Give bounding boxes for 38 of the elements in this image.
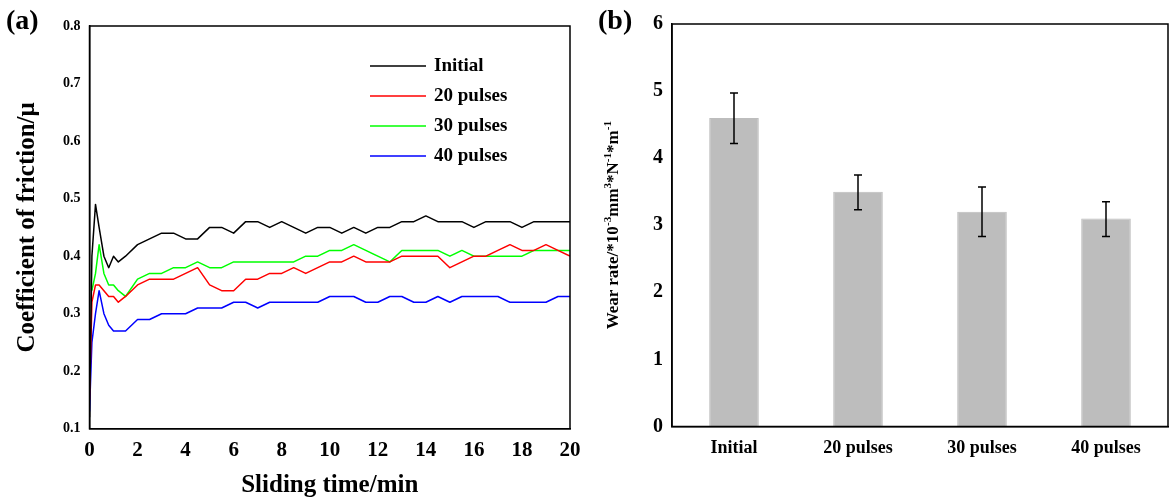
y-axis-title: Wear rate/*10-3mm3*N-1*m-1: [600, 121, 623, 330]
y-tick-label: 2: [653, 279, 663, 302]
y-tick-label: 1: [653, 346, 663, 369]
legend-label: Initial: [434, 53, 484, 75]
x-tick-label: 14: [415, 436, 437, 461]
x-tick-label: 12: [367, 436, 389, 461]
y-tick-label: 6: [653, 11, 663, 34]
x-tick-label: 10: [319, 436, 341, 461]
chart-title: (b): [598, 4, 633, 36]
y-tick-label: 0.6: [63, 132, 81, 148]
x-tick-label: 40 pulses: [1071, 436, 1141, 457]
y-tick-label: 0.7: [63, 75, 81, 91]
x-tick-label: Initial: [710, 436, 758, 457]
y-tick-label: 0.1: [63, 420, 81, 436]
y-tick-label: 4: [653, 145, 663, 168]
y-tick-label: 0.5: [63, 190, 81, 206]
x-tick-label: 18: [511, 436, 533, 461]
x-axis-title: Sliding time/min: [241, 470, 419, 498]
x-tick-label: 6: [228, 436, 239, 461]
x-tick-label: 2: [132, 436, 143, 461]
chart-title: (a): [6, 4, 39, 36]
y-tick-label: 0: [653, 413, 663, 436]
y-tick-label: 0.2: [63, 362, 81, 378]
y-tick-label: 0.4: [63, 247, 81, 263]
y-tick-label: 0.3: [63, 305, 81, 321]
x-tick-label: 4: [180, 436, 192, 461]
x-tick-label: 16: [463, 436, 485, 461]
x-tick-label: 30 pulses: [947, 436, 1017, 457]
y-tick-label: 5: [653, 78, 663, 101]
x-tick-label: 20: [559, 436, 581, 461]
x-tick-label: 8: [276, 436, 287, 461]
legend-label: 30 pulses: [434, 113, 508, 135]
x-tick-label: 20 pulses: [823, 436, 893, 457]
y-tick-label: 0.8: [63, 17, 81, 33]
y-tick-label: 3: [653, 212, 663, 235]
legend-label: 20 pulses: [434, 83, 508, 105]
y-axis-title: Coefficient of friction/μ: [12, 102, 40, 353]
legend-label: 40 pulses: [434, 143, 508, 165]
